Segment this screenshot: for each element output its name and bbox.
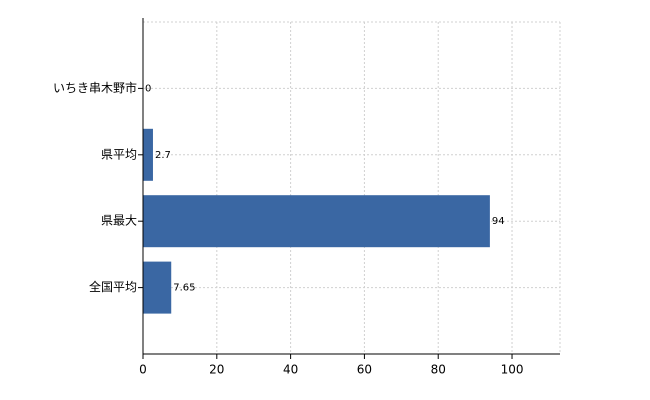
x-tick-label: 40 — [283, 363, 298, 377]
bar — [143, 128, 153, 181]
x-tick-label: 0 — [139, 363, 147, 377]
value-label: 2.7 — [155, 150, 171, 161]
y-tick-label: 県最大 — [101, 214, 137, 228]
y-tick-label: 県平均 — [101, 147, 137, 161]
x-tick-label: 20 — [209, 363, 224, 377]
y-tick-label: いちき串木野市 — [53, 80, 137, 95]
x-tick-label: 80 — [431, 363, 446, 377]
value-label: 94 — [492, 216, 505, 227]
x-tick-label: 100 — [501, 363, 524, 377]
bar — [143, 261, 172, 314]
value-label: 7.65 — [173, 283, 195, 294]
value-label: 0 — [145, 83, 151, 94]
bar — [143, 195, 490, 248]
x-tick-label: 60 — [357, 363, 372, 377]
y-tick-label: 全国平均 — [89, 279, 137, 294]
